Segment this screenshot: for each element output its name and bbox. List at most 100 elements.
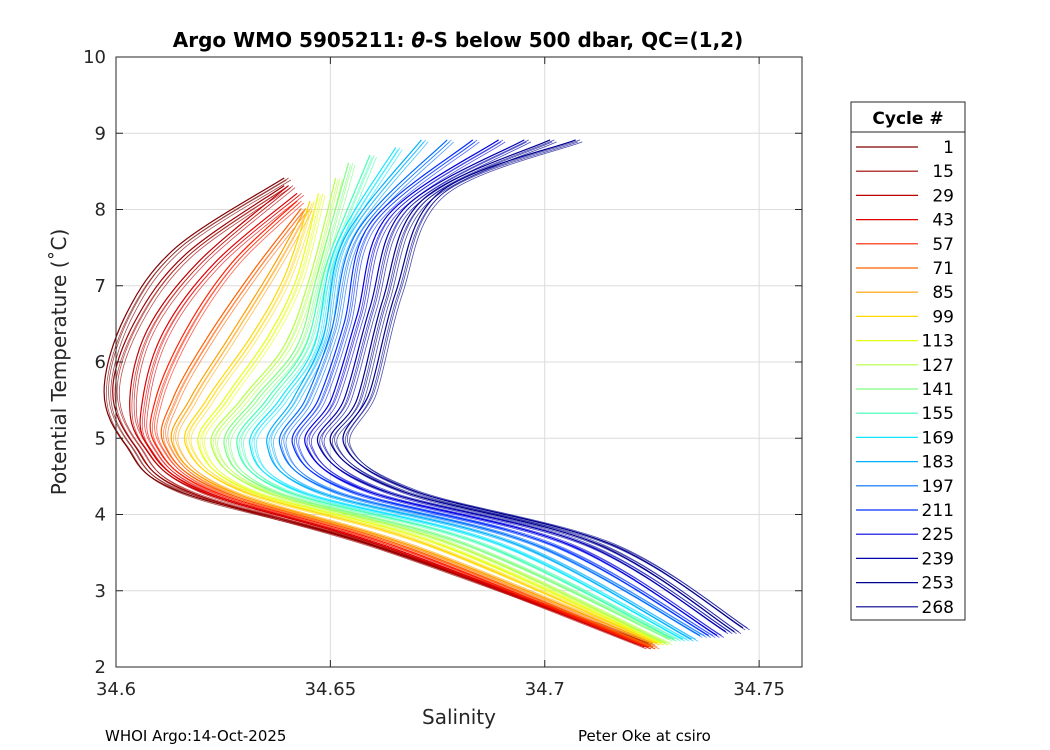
legend-label-29: 29 [932,186,954,206]
series-line-183 [270,139,697,640]
y-tick-label: 6 [95,352,106,373]
series-line-239 [323,141,733,635]
series-line-113 [197,193,662,644]
series-line-15 [118,187,652,646]
legend-label-183: 183 [922,453,954,473]
series-line-211 [296,139,714,636]
series-line-211 [291,139,709,637]
y-tick-label: 4 [95,505,106,526]
x-tick-label: 34.75 [733,679,785,700]
series-line-197 [283,139,705,636]
legend-label-268: 268 [922,598,954,618]
series-line-99 [190,202,664,646]
series-line-85 [173,210,656,646]
series-line-268 [349,141,750,631]
series-line-225 [308,139,722,636]
series-line-197 [281,141,703,638]
legend-label-71: 71 [932,259,954,279]
legend-label-113: 113 [922,332,954,352]
legend-items: 1 15 29 43 57 71 85 99 113 127 141 155 169 183 197 211 2… [856,138,954,618]
legend-label-127: 127 [922,356,954,376]
series-line-253 [334,139,740,633]
series-line-211 [298,141,716,638]
tick-layer: 34.6 34.65 34.7 34.75 2 3 4 5 6 7 8 9 10 [83,47,802,700]
series-line-169 [249,147,684,640]
y-tick-label: 7 [95,276,106,297]
series-line-225 [304,139,718,637]
series-layer [103,139,750,650]
series-line-253 [329,139,735,633]
legend-label-85: 85 [932,283,954,303]
series-line-71 [167,210,660,650]
series-line-268 [342,139,744,629]
series-line-71 [165,208,658,648]
series-line-239 [319,141,729,635]
series-line-99 [183,200,658,644]
legend-label-43: 43 [932,211,954,231]
series-line-211 [293,141,712,638]
y-tick-label: 8 [95,200,106,221]
x-tick-label: 34.65 [305,679,357,700]
series-line-183 [272,141,699,642]
y-tick-label: 9 [95,123,106,144]
series-line-57 [151,202,651,650]
series-line-225 [310,141,725,638]
series-line-169 [256,149,690,642]
series-line-85 [170,208,654,644]
chart-title: Argo WMO 5905211: θ-S below 500 dbar, QC… [173,28,743,52]
y-tick-label: 10 [83,47,106,68]
legend-label-99: 99 [932,307,954,327]
series-line-127 [210,177,667,644]
series-line-113 [204,195,669,646]
series-line-169 [251,149,686,642]
series-line-239 [316,139,727,633]
series-line-113 [201,193,667,644]
grid-layer [116,57,802,667]
series-line-239 [321,139,731,633]
legend-label-155: 155 [922,404,954,424]
legend-label-57: 57 [932,235,954,255]
series-line-169 [253,147,688,640]
legend-label-225: 225 [922,525,954,545]
series-line-183 [268,141,694,642]
footer-left: WHOI Argo:14-Oct-2025 [105,727,286,745]
series-line-141 [228,162,675,640]
series-line-85 [177,210,660,646]
series-line-57 [149,200,649,648]
y-tick-label: 3 [95,581,106,602]
y-axis-label: Potential Temperature (˚C) [47,229,71,496]
legend: Cycle # 1 15 29 43 57 71 85 99 113 127 141 155 169 18… [850,101,966,621]
series-line-141 [225,164,673,642]
series-line-141 [230,164,677,642]
series-line-85 [175,208,658,644]
series-line-99 [186,202,660,646]
y-tick-label: 5 [95,428,106,449]
legend-label-211: 211 [922,501,954,521]
series-line-127 [212,179,669,646]
series-line-15 [116,185,649,644]
legend-label-197: 197 [922,477,954,497]
series-line-127 [215,177,671,644]
legend-label-15: 15 [932,162,954,182]
x-tick-label: 34.6 [96,679,136,700]
series-line-268 [346,139,748,629]
series-line-113 [199,195,664,646]
series-line-57 [156,202,656,650]
legend-label-253: 253 [922,574,954,594]
series-line-183 [266,139,692,640]
y-tick-label: 2 [95,657,106,678]
x-axis-label: Salinity [422,705,496,729]
legend-label-141: 141 [922,380,954,400]
series-line-155 [236,154,675,640]
series-line-225 [306,141,720,638]
series-line-155 [238,156,677,642]
series-line-71 [160,208,654,648]
footer-right: Peter Oke at csiro [578,727,711,745]
legend-label-239: 239 [922,549,954,569]
series-line-99 [188,200,662,644]
legend-title: Cycle # [872,109,943,129]
legend-label-169: 169 [922,428,954,448]
series-line-141 [223,162,671,640]
series-line-253 [336,141,742,635]
